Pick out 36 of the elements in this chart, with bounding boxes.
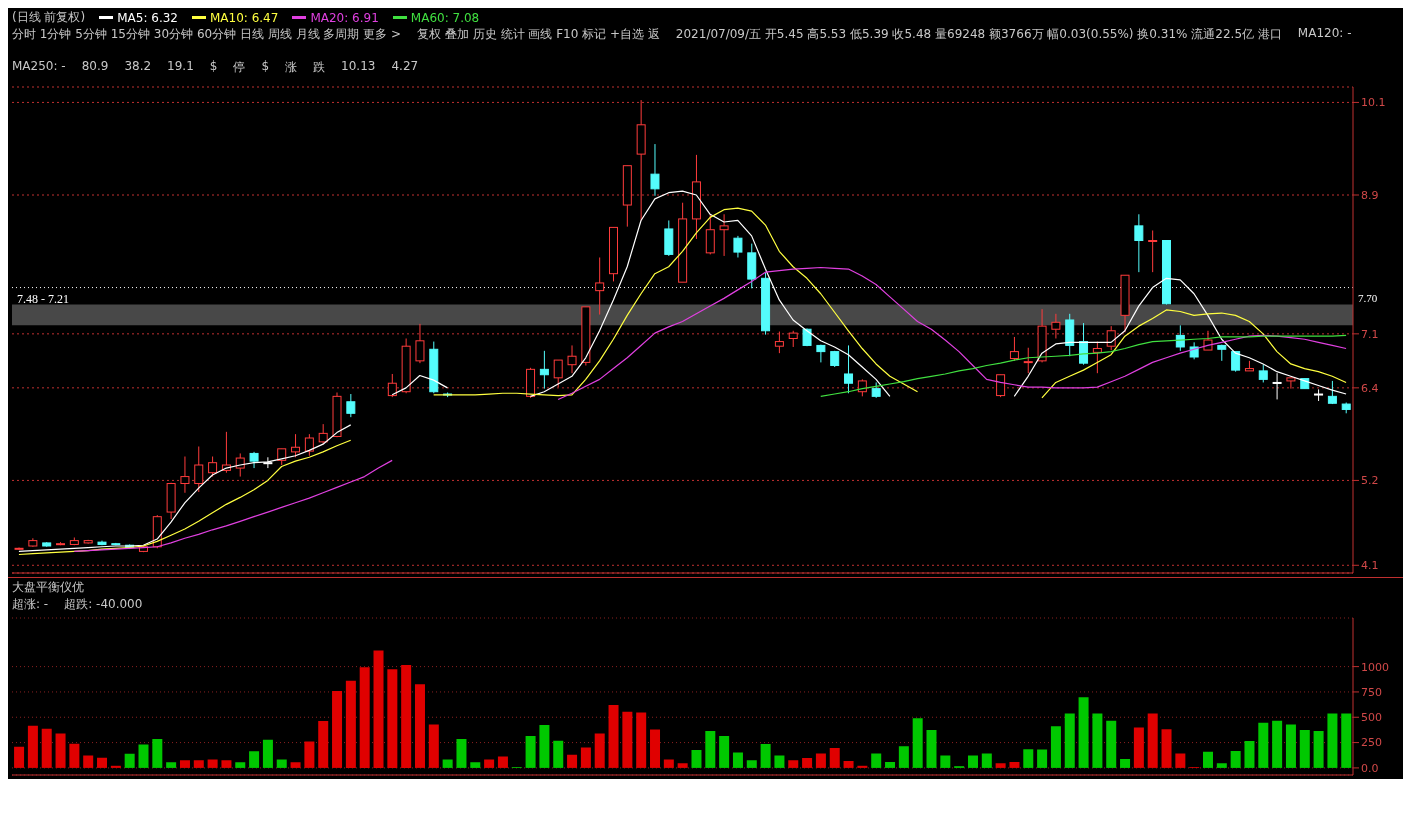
band-label: 7.48 - 7.21 (17, 292, 69, 307)
y-tick-label: 7.1 (1361, 327, 1379, 341)
text: 38.2 (124, 59, 152, 75)
y-tick-label: 10.1 (1361, 96, 1386, 110)
chart-title: 大盘平衡仪优 (12, 579, 84, 596)
y-tick-label: 8.9 (1361, 188, 1379, 202)
text: 10.13 (341, 59, 376, 75)
text: 跌 (313, 59, 326, 76)
text: 复权 叠加 历史 统计 画线 F10 标记 +自选 返 (417, 26, 660, 43)
y-tick-label: 4.1 (1361, 559, 1379, 573)
legend-label: MA5: 6.32 (117, 10, 178, 25)
text: 分时 1分钟 5分钟 15分钟 30分钟 60分钟 日线 周线 月线 多周期 更多 > (12, 26, 402, 43)
ref-line-label: 7.70 (1358, 292, 1378, 305)
y-tick-label: 500 (1361, 711, 1382, 725)
y-tick-label: 0.0 (1361, 761, 1379, 775)
y-tick-label: 6.4 (1361, 381, 1379, 395)
text: 19.1 (167, 59, 194, 75)
legend-label: MA60: 7.08 (410, 10, 480, 25)
text: 停 (233, 59, 246, 76)
legend-label: MA20: 6.91 (310, 10, 379, 25)
y-tick-label: 1000 (1361, 660, 1389, 674)
text: MA120: - (1297, 26, 1352, 42)
text: $ (261, 59, 270, 75)
legend-label: MA10: 6.47 (209, 10, 279, 25)
y-tick-label: 750 (1361, 685, 1382, 699)
y-tick-label: 5.2 (1361, 474, 1379, 488)
chart-title: (日线 前复权) (12, 9, 86, 26)
text: 超跌: -40.000 (64, 596, 143, 613)
text: MA250: - (12, 59, 66, 75)
text: 80.9 (81, 59, 109, 75)
text: 4.27 (391, 59, 419, 75)
text: 涨 (285, 59, 298, 76)
y-tick-label: 250 (1361, 736, 1382, 750)
text: 2021/07/09/五 开5.45 高5.53 低5.39 收5.48 量69248 额3766万 幅0.03(0.55%) 换0.31% 流通22.5亿 港口 (675, 26, 1282, 43)
text: 超涨: - (12, 596, 49, 613)
text: $ (209, 59, 218, 75)
